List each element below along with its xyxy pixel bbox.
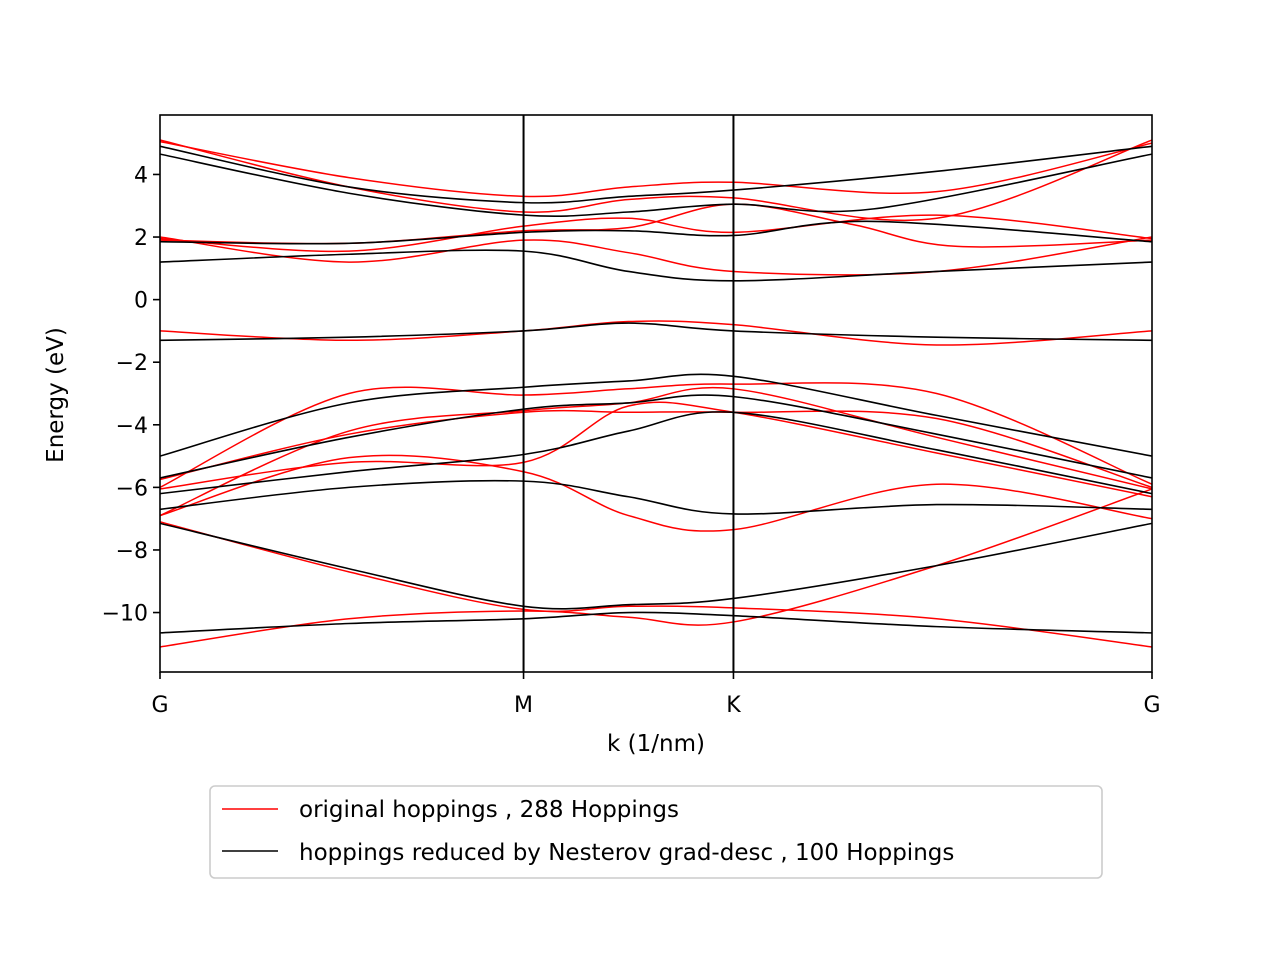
band-line-reduced-10 xyxy=(160,611,1152,634)
band-line-original-9 xyxy=(160,401,1152,498)
band-line-original-6 xyxy=(160,382,1152,489)
band-line-reduced-1 xyxy=(160,145,1152,204)
band-line-reduced-0 xyxy=(160,153,1152,218)
legend: original hoppings , 288 Hoppings hopping… xyxy=(209,785,1103,879)
y-tick-label: −6 xyxy=(116,476,148,501)
series-layer xyxy=(160,139,1152,648)
x-tick-label: K xyxy=(726,693,741,718)
y-tick-label: −4 xyxy=(116,414,148,439)
x-tick-label: G xyxy=(1143,693,1160,718)
y-axis-label: Energy (eV) xyxy=(43,327,69,463)
y-tick-label: −8 xyxy=(116,539,148,564)
band-line-reduced-8 xyxy=(160,479,1152,515)
band-line-reduced-4 xyxy=(160,322,1152,342)
band-line-reduced-9 xyxy=(160,522,1152,610)
x-tick-label: M xyxy=(514,693,533,718)
band-line-original-5 xyxy=(160,320,1152,346)
band-line-reduced-3 xyxy=(160,249,1152,282)
x-tick-label: G xyxy=(151,693,168,718)
y-tick-label: −2 xyxy=(116,351,148,376)
band-line-reduced-6 xyxy=(160,394,1152,479)
band-line-original-7 xyxy=(160,409,1152,489)
series-original xyxy=(160,139,1152,648)
band-line-reduced-7 xyxy=(160,411,1152,495)
band-line-original-10 xyxy=(160,454,1152,532)
high-symmetry-lines xyxy=(522,115,735,672)
plot-frame xyxy=(159,114,1153,673)
band-line-original-1 xyxy=(160,140,1152,198)
axis-ticks: 4 2 0 −2 −4 −6 −8 −10 G M K G xyxy=(102,163,1161,718)
legend-label-reduced: hoppings reduced by Nesterov grad-desc ,… xyxy=(299,840,954,866)
legend-box xyxy=(209,785,1103,879)
series-reduced xyxy=(160,145,1152,634)
band-line-original-11 xyxy=(160,521,1152,648)
band-line-original-12 xyxy=(160,488,1152,648)
legend-label-original: original hoppings , 288 Hoppings xyxy=(299,797,679,823)
band-line-reduced-2 xyxy=(160,220,1152,245)
y-tick-label: 4 xyxy=(134,163,148,188)
y-tick-label: −10 xyxy=(102,602,148,627)
band-line-reduced-5 xyxy=(160,373,1152,457)
x-axis-label: k (1/nm) xyxy=(607,731,705,757)
y-tick-label: 0 xyxy=(134,289,148,314)
y-tick-label: 2 xyxy=(134,226,148,251)
band-line-original-3 xyxy=(160,214,1152,253)
